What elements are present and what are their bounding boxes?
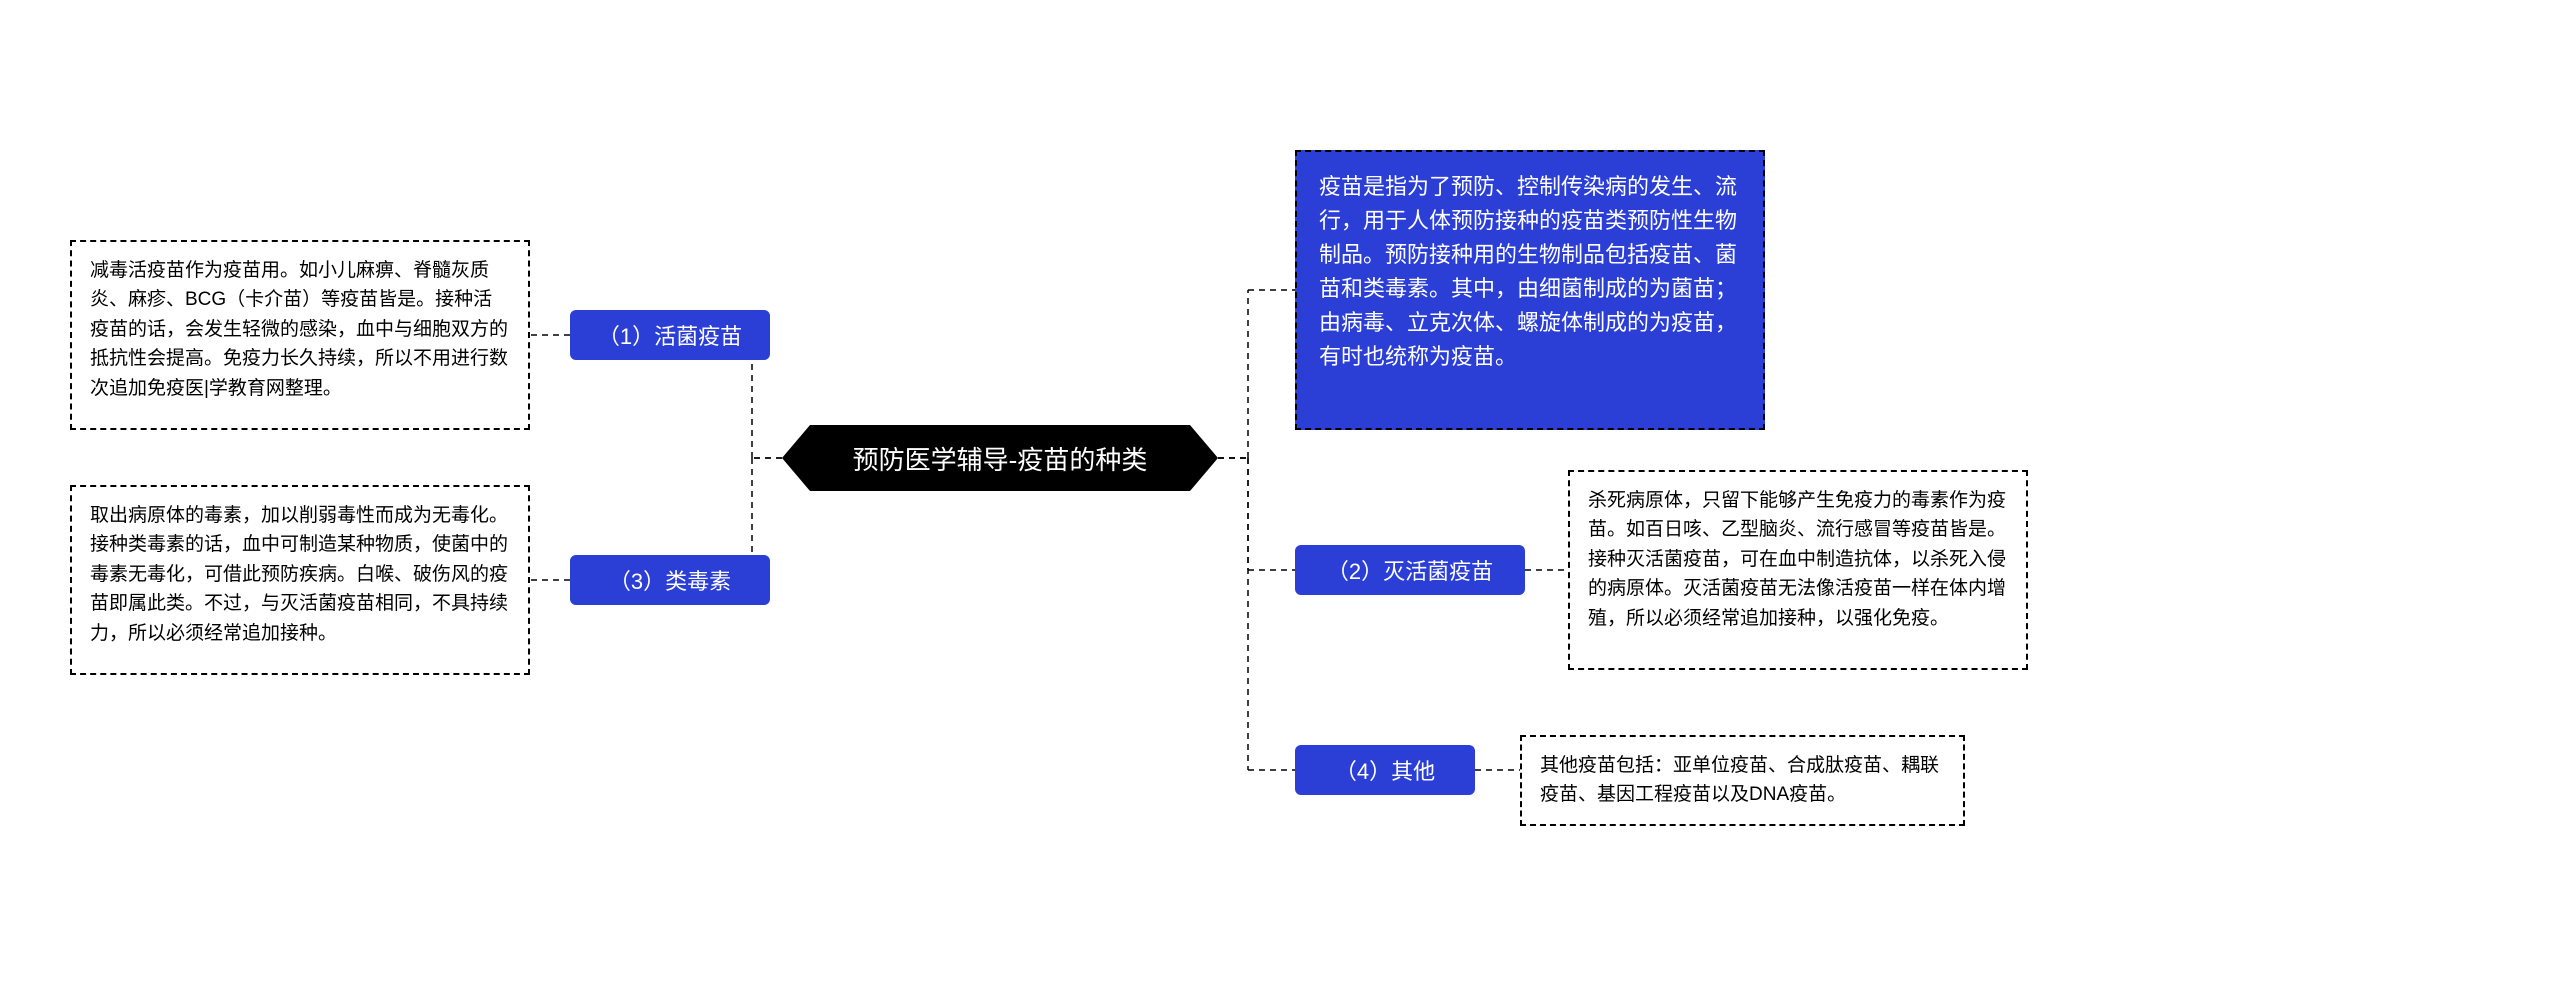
topic-3-desc: 取出病原体的毒素，加以削弱毒性而成为无毒化。接种类毒素的话，血中可制造某种物质，… [70, 485, 530, 675]
center-node: 预防医学辅导-疫苗的种类 [810, 425, 1190, 491]
topic-2-inactivated: （2）灭活菌疫苗 [1295, 545, 1525, 595]
topic-2-desc: 杀死病原体，只留下能够产生免疫力的毒素作为疫苗。如百日咳、乙型脑炎、流行感冒等疫… [1568, 470, 2028, 670]
topic-4-desc: 其他疫苗包括：亚单位疫苗、合成肽疫苗、耦联疫苗、基因工程疫苗以及DNA疫苗。 [1520, 735, 1965, 826]
topic-3-toxoid: （3）类毒素 [570, 555, 770, 605]
intro-node: 疫苗是指为了预防、控制传染病的发生、流行，用于人体预防接种的疫苗类预防性生物制品… [1295, 150, 1765, 430]
topic-4-other: （4）其他 [1295, 745, 1475, 795]
topic-1-live-vaccine: （1）活菌疫苗 [570, 310, 770, 360]
topic-1-desc: 减毒活疫苗作为疫苗用。如小儿麻痹、脊髓灰质炎、麻疹、BCG（卡介苗）等疫苗皆是。… [70, 240, 530, 430]
